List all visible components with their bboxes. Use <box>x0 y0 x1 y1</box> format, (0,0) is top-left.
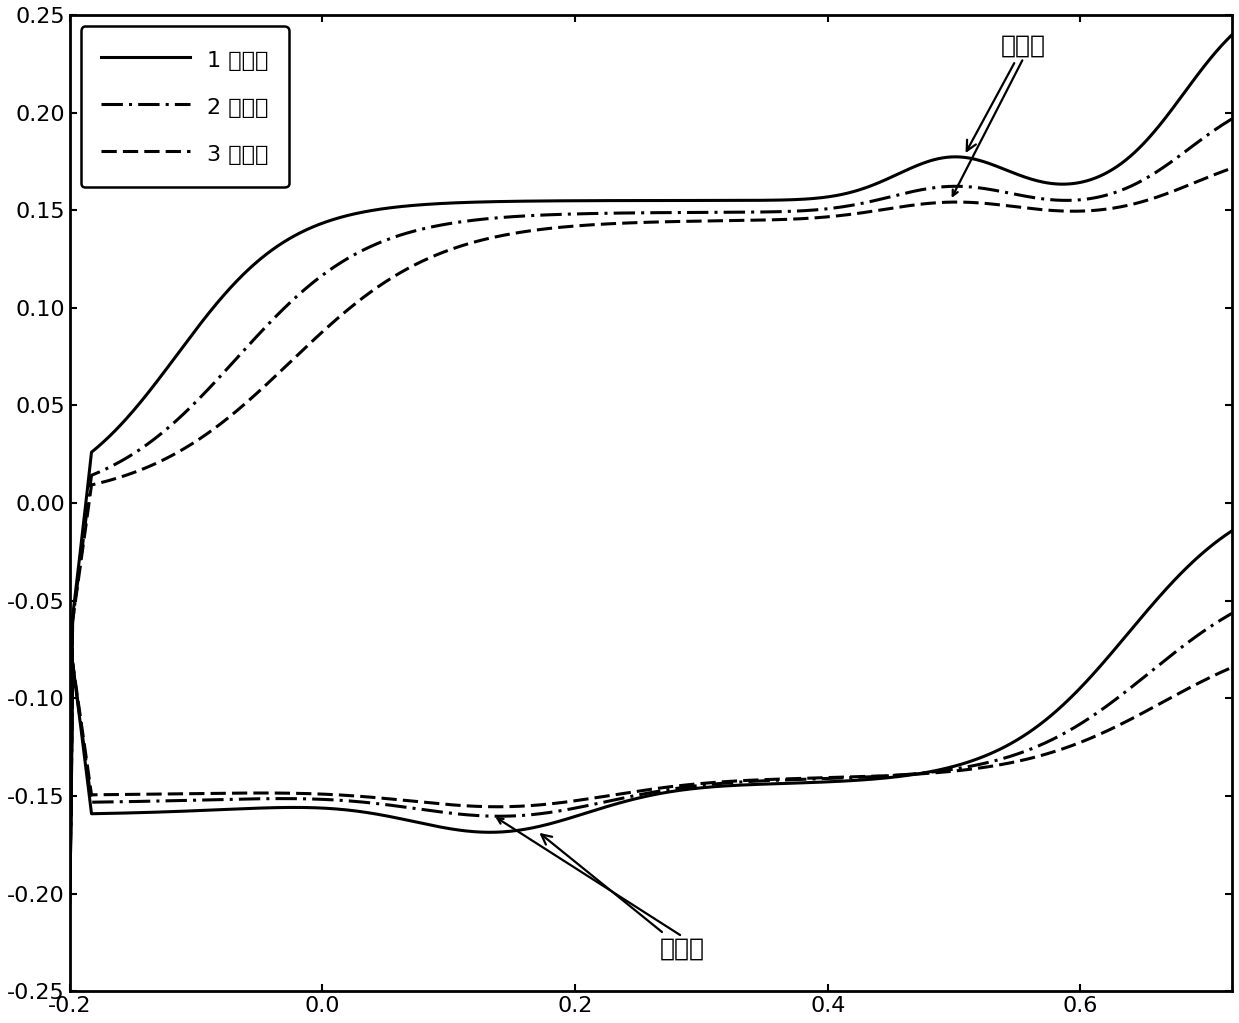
3 次循环 <box>1224 162 1239 174</box>
Legend: 1 次循环, 2 次循环, 3 次循环: 1 次循环, 2 次循环, 3 次循环 <box>81 26 289 187</box>
1 次循环 <box>1063 178 1078 190</box>
2 次循环 <box>768 206 783 218</box>
Line: 3 次循环: 3 次循环 <box>69 168 1232 880</box>
1 次循环 <box>134 396 149 408</box>
Line: 2 次循环: 2 次循环 <box>69 119 1232 890</box>
1 次循环 <box>803 192 818 205</box>
Text: 还原峰: 还原峰 <box>966 34 1046 151</box>
2 次循环 <box>737 206 752 218</box>
Text: 氧化峰: 氧化峰 <box>541 835 705 961</box>
1 次循环 <box>737 194 752 207</box>
1 次循环 <box>1224 29 1239 41</box>
3 次循环 <box>768 214 783 226</box>
3 次循环 <box>944 196 959 209</box>
2 次循环 <box>944 180 959 192</box>
2 次循环 <box>803 205 818 217</box>
1 次循环 <box>768 194 783 207</box>
3 次循环 <box>134 463 149 476</box>
Line: 1 次循环: 1 次循环 <box>69 35 1232 903</box>
3 次循环 <box>62 874 77 886</box>
2 次循环 <box>1063 194 1078 207</box>
1 次循环 <box>62 897 77 909</box>
1 次循环 <box>944 150 959 163</box>
2 次循环 <box>62 884 77 896</box>
3 次循环 <box>803 212 818 224</box>
2 次循环 <box>1224 113 1239 125</box>
3 次循环 <box>1063 205 1078 217</box>
2 次循环 <box>134 443 149 455</box>
3 次循环 <box>737 214 752 226</box>
